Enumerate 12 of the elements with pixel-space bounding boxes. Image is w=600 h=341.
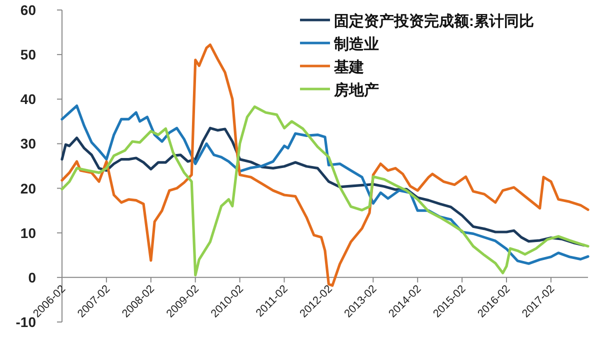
y-tick-label: 60: [20, 2, 36, 18]
legend-label: 房地产: [333, 81, 379, 99]
y-tick-label: 0: [28, 269, 36, 286]
y-tick-label: 10: [20, 224, 36, 241]
y-tick-label: 20: [20, 180, 36, 196]
legend-label: 制造业: [333, 36, 379, 53]
y-tick-label: -10: [16, 314, 36, 330]
y-tick-label: 30: [20, 136, 36, 152]
y-tick-label: 40: [20, 91, 36, 108]
legend-label: 固定资产投资完成额:累计同比: [334, 12, 534, 30]
y-tick-label: 50: [20, 46, 36, 63]
legend-label: 基建: [333, 59, 364, 76]
